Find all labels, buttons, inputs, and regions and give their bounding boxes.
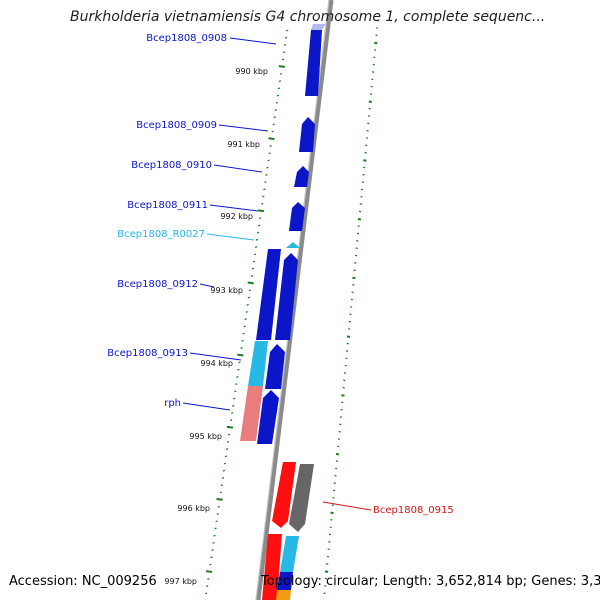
leader-R0027 [206,233,255,241]
outer-tick-track [322,19,379,600]
leader-0911 [209,204,259,212]
gene-label-0915[interactable]: Bcep1808_0915 [373,505,454,516]
inner-feature-track [240,249,281,441]
leader-0915 [322,501,372,511]
gene-arrow-rph[interactable] [257,390,279,444]
kbp-label-992: 992 kbp [220,212,253,221]
gene-label-0913[interactable]: Bcep1808_0913 [107,348,188,359]
gene-arrow-0915-grey[interactable] [289,464,314,532]
inner-tick [206,570,213,573]
inner-tick [257,209,265,213]
gene-label-0910[interactable]: Bcep1808_0910 [131,160,212,171]
gene-label-rph[interactable]: rph [164,398,181,409]
inner-tick [278,65,285,68]
kbp-label-991: 991 kbp [227,140,260,149]
leader-rph [182,402,231,411]
inner-tick [247,281,254,285]
backbone-line [255,0,334,600]
gene-arrow-0913[interactable] [265,344,285,389]
gene-arrow-lower-red[interactable] [262,534,282,600]
gene-label-0912[interactable]: Bcep1808_0912 [117,279,198,290]
gene-arrow-0908-top [311,24,326,30]
kbp-label-995: 995 kbp [189,432,222,441]
leader-0913 [189,352,242,361]
pink-block[interactable] [240,386,263,441]
gene-label-0911[interactable]: Bcep1808_0911 [127,200,208,211]
gene-arrow-0912[interactable] [275,253,298,340]
gene-arrow-0908[interactable] [305,30,322,96]
inner-tick [216,497,223,501]
gene-arrow-0909[interactable] [299,117,315,152]
rna-block[interactable] [248,341,268,386]
map-title: Burkholderia vietnamiensis G4 chromosome… [70,9,546,25]
gene-arrow-R0027[interactable] [286,242,300,248]
gene-block-0912[interactable] [256,249,281,340]
kbp-labels: 990 kbp 991 kbp 992 kbp 993 kbp 994 kbp … [164,67,268,586]
inner-tick [268,137,275,141]
leader-lines [182,37,372,511]
reverse-strand [262,462,314,600]
kbp-label-994: 994 kbp [200,359,233,368]
inner-tick-track [205,29,289,600]
gene-label-R0027[interactable]: Bcep1808_R0027 [117,229,205,240]
gene-labels: Bcep1808_0908 Bcep1808_0909 Bcep1808_091… [107,33,454,516]
accession-text: Accession: NC_009256 [9,574,157,589]
leader-0912 [199,283,215,288]
forward-strand [257,24,326,444]
gene-label-0909[interactable]: Bcep1808_0909 [136,120,217,131]
inner-tick [237,353,244,357]
leader-0908 [229,37,277,45]
leader-0910 [213,164,263,173]
kbp-label-997: 997 kbp [164,577,197,586]
gene-arrow-lower-blue[interactable] [277,572,293,590]
gene-arrow-lower-orange[interactable] [276,590,291,600]
kbp-label-993: 993 kbp [210,286,243,295]
gene-arrow-0911[interactable] [289,202,305,231]
gene-arrow-0915-red[interactable] [272,462,296,528]
topology-text: Topology: circular; Length: 3,652,814 bp… [261,574,600,589]
gene-arrow-lower-cyan[interactable] [280,536,299,572]
gene-arrow-0910[interactable] [294,166,309,187]
kbp-label-990: 990 kbp [235,67,268,76]
leader-0909 [218,124,269,132]
inner-tick [226,425,234,429]
kbp-label-996: 996 kbp [177,504,210,513]
gene-label-0908[interactable]: Bcep1808_0908 [146,33,227,44]
